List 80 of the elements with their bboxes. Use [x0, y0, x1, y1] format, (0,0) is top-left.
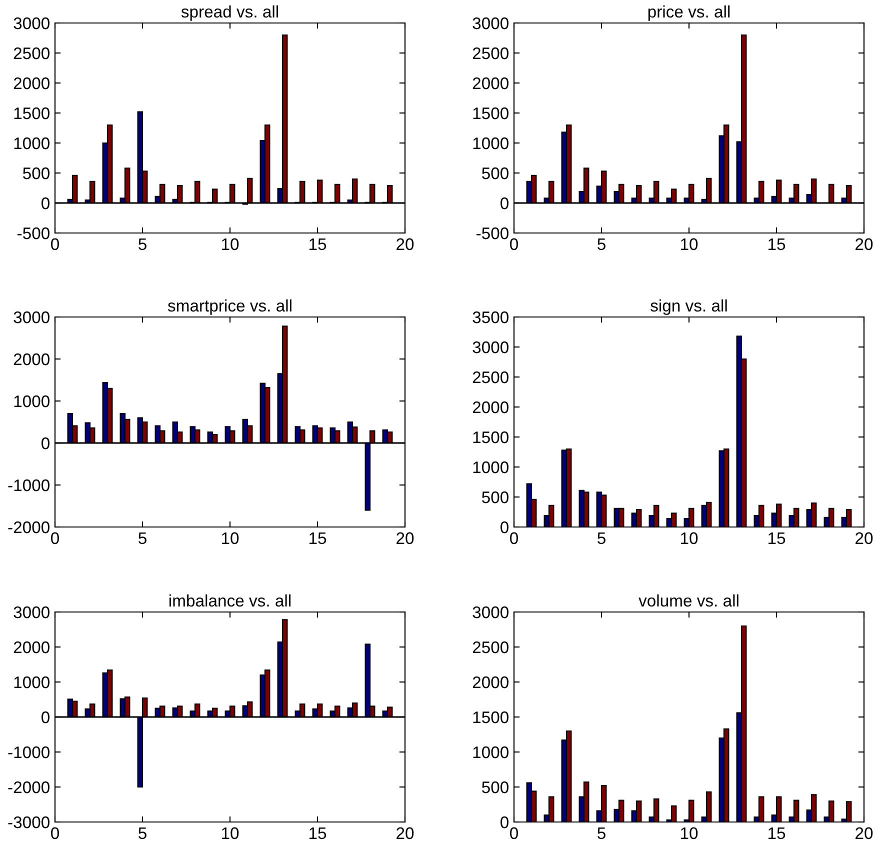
y-tick-label: 2000 — [14, 77, 50, 90]
y-tick-label: 1000 — [473, 461, 508, 474]
x-tick-label: 20 — [396, 238, 414, 250]
y-tick-label: 3500 — [472, 311, 508, 324]
y-tick-label: 2000 — [472, 401, 508, 414]
y-tick-label: 2500 — [472, 371, 508, 384]
y-tick-label: 3000 — [472, 341, 508, 354]
x-tick-label: 15 — [310, 827, 326, 840]
x-tick-label: 5 — [138, 532, 146, 544]
y-tick-label: 0 — [42, 711, 50, 724]
y-tick-label: 1000 — [473, 137, 508, 150]
y-tick-label: -2000 — [8, 521, 50, 534]
x-tick-label: 10 — [222, 532, 239, 544]
y-tick-label: 1000 — [14, 676, 50, 688]
x-tick-label: 15 — [768, 827, 786, 840]
x-tick-label: 0 — [51, 827, 59, 840]
x-tick-label: 5 — [598, 532, 606, 544]
x-tick-label: 5 — [138, 827, 146, 840]
y-tick-label: -3000 — [8, 816, 50, 828]
x-tick-label: 10 — [222, 827, 239, 840]
x-tick-label: 15 — [310, 532, 326, 544]
x-tick-label: 15 — [768, 238, 786, 250]
x-tick-label: 0 — [510, 827, 518, 840]
x-tick-label: 5 — [598, 238, 606, 250]
y-tick-label: 0 — [500, 521, 508, 534]
y-tick-label: 2000 — [472, 77, 508, 90]
y-tick-label: -500 — [476, 227, 508, 240]
y-tick-label: -1000 — [8, 746, 50, 758]
chart-title: spread vs. all — [181, 5, 278, 21]
x-tick-label: 10 — [222, 238, 239, 250]
x-tick-label: 0 — [51, 532, 59, 544]
y-tick-label: 0 — [500, 197, 508, 210]
x-tick-label: 20 — [856, 238, 873, 250]
y-tick-label: 3000 — [14, 606, 50, 618]
x-tick-label: 10 — [681, 827, 698, 840]
y-tick-label: 500 — [482, 491, 508, 504]
chart-title: volume vs. all — [638, 594, 738, 607]
x-tick-label: 0 — [510, 238, 518, 250]
y-tick-label: 2000 — [472, 676, 508, 688]
x-tick-label: 20 — [856, 532, 873, 544]
y-tick-label: 0 — [42, 437, 50, 450]
x-tick-label: 10 — [681, 238, 698, 250]
y-tick-label: 1500 — [473, 711, 508, 724]
x-tick-label: 0 — [510, 532, 518, 544]
x-tick-label: 15 — [768, 532, 786, 544]
x-tick-label: 10 — [681, 532, 698, 544]
x-tick-label: 20 — [396, 532, 414, 544]
chart-title: sign vs. all — [650, 299, 727, 315]
y-tick-label: 3000 — [472, 606, 508, 618]
y-tick-label: 2500 — [472, 47, 508, 60]
y-tick-label: 0 — [500, 816, 508, 828]
x-tick-label: 20 — [856, 827, 873, 840]
y-tick-label: 1500 — [14, 107, 50, 120]
chart-title: smartprice vs. all — [168, 299, 292, 315]
x-tick-label: 15 — [310, 238, 326, 250]
x-tick-label: 5 — [598, 827, 606, 840]
y-tick-label: 500 — [23, 167, 50, 180]
y-tick-label: 2000 — [14, 353, 50, 366]
y-tick-label: 3000 — [472, 17, 508, 30]
y-tick-label: 1500 — [473, 431, 508, 444]
x-tick-label: 0 — [51, 238, 59, 250]
y-tick-label: 1000 — [14, 137, 50, 150]
x-tick-label: 5 — [138, 238, 146, 250]
y-tick-label: 500 — [482, 781, 508, 794]
y-tick-label: -2000 — [8, 781, 50, 794]
y-tick-label: -500 — [18, 227, 50, 240]
y-tick-label: 2500 — [472, 641, 508, 654]
y-tick-label: 1000 — [473, 746, 508, 758]
y-tick-label: 0 — [42, 197, 50, 210]
y-tick-label: 3000 — [14, 311, 50, 324]
y-tick-label: 2500 — [14, 47, 50, 60]
y-tick-label: 1000 — [14, 395, 50, 408]
chart-title: imbalance vs. all — [170, 594, 290, 607]
y-tick-label: -1000 — [8, 479, 50, 492]
y-tick-label: 3000 — [14, 17, 50, 30]
y-tick-label: 1500 — [473, 107, 508, 120]
y-tick-label: 2000 — [14, 641, 50, 654]
y-tick-label: 500 — [482, 167, 508, 180]
chart-title: price vs. all — [648, 5, 730, 21]
x-tick-label: 20 — [396, 827, 414, 840]
